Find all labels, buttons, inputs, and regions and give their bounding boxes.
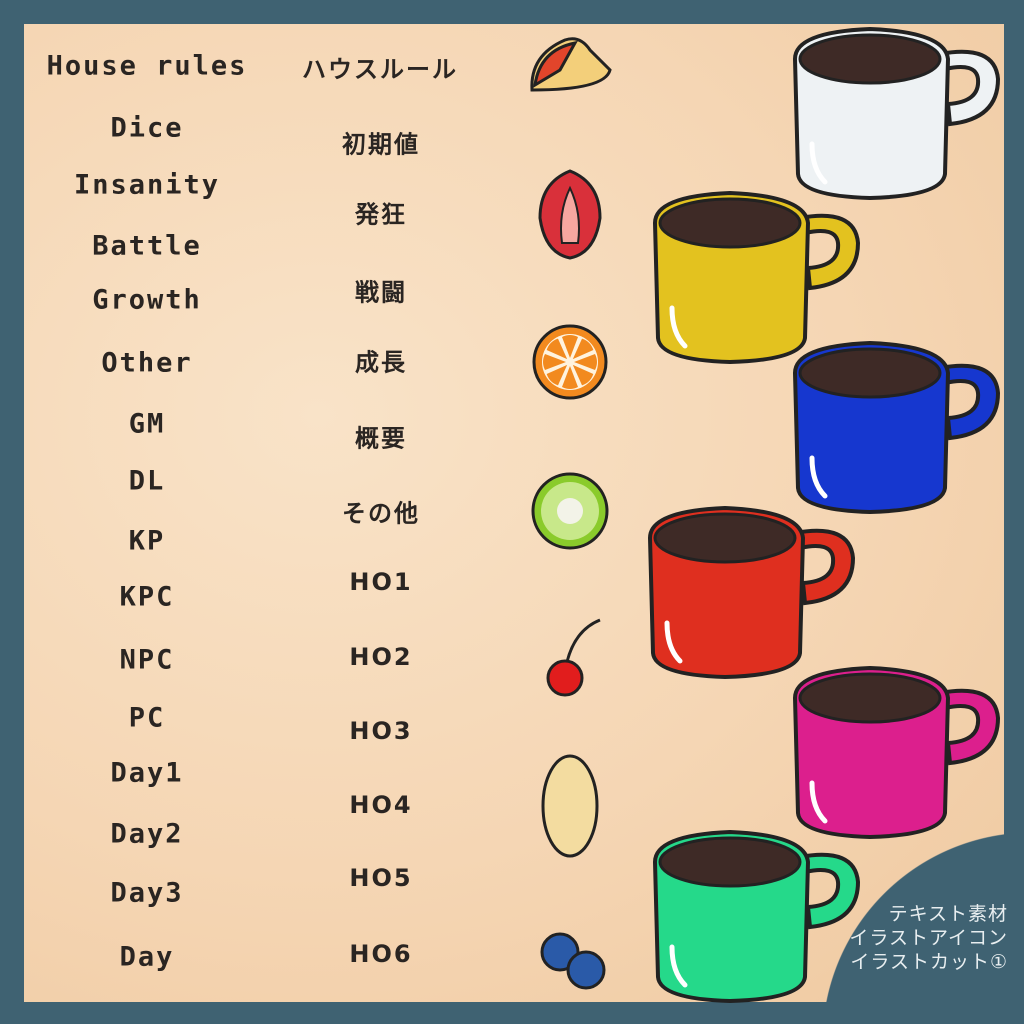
right-label: HO6	[349, 940, 413, 968]
right-label: 発狂	[355, 200, 407, 229]
orange-icon	[532, 324, 608, 400]
right-label: HO4	[349, 791, 413, 819]
title-jp: ハウスルール	[302, 55, 458, 84]
left-label: Other	[101, 347, 193, 379]
left-label: Insanity	[73, 169, 221, 201]
right-label: HO5	[349, 864, 413, 892]
left-label: Battle	[92, 230, 202, 262]
mug-icon	[792, 340, 1001, 515]
banana-icon	[541, 754, 599, 858]
left-label: KP	[128, 525, 166, 557]
cherry-icon	[546, 618, 601, 697]
right-label: HO3	[349, 717, 413, 745]
mug-icon	[647, 505, 856, 680]
left-label: GM	[128, 408, 166, 440]
strawberry-icon	[538, 169, 602, 260]
left-label: Day2	[110, 818, 184, 850]
mug-icon	[792, 665, 1001, 840]
right-label: HO1	[349, 568, 413, 596]
credit-line: イラストカット①	[850, 951, 1008, 973]
right-label: HO2	[349, 643, 413, 671]
right-label: 戦闘	[355, 278, 407, 307]
kiwi-icon	[531, 472, 609, 550]
mug-icon	[652, 190, 861, 365]
credit-line: テキスト素材	[888, 903, 1008, 925]
left-label: DL	[128, 465, 166, 497]
blueberry-icon	[540, 932, 606, 990]
left-label: PC	[128, 702, 166, 734]
right-label: 概要	[355, 424, 407, 453]
left-label: Growth	[92, 284, 202, 316]
mug-icon	[652, 829, 861, 1004]
corner-circle	[822, 832, 1024, 1024]
credit-line: イラストアイコン	[849, 927, 1008, 949]
right-label: その他	[342, 499, 420, 528]
title-en: House rules	[46, 50, 248, 82]
left-label: NPC	[119, 644, 175, 676]
left-label: Day1	[110, 757, 184, 789]
right-label: 成長	[355, 348, 407, 377]
left-label: Day	[119, 941, 175, 973]
mug-icon	[792, 26, 1001, 201]
left-label: Day3	[110, 877, 184, 909]
credit-text: テキスト素材 イラストアイコン イラストカット①	[849, 902, 1008, 974]
left-label: KPC	[119, 581, 175, 613]
left-label: Dice	[110, 112, 184, 144]
apple-icon	[530, 37, 612, 92]
right-label: 初期値	[342, 130, 420, 159]
